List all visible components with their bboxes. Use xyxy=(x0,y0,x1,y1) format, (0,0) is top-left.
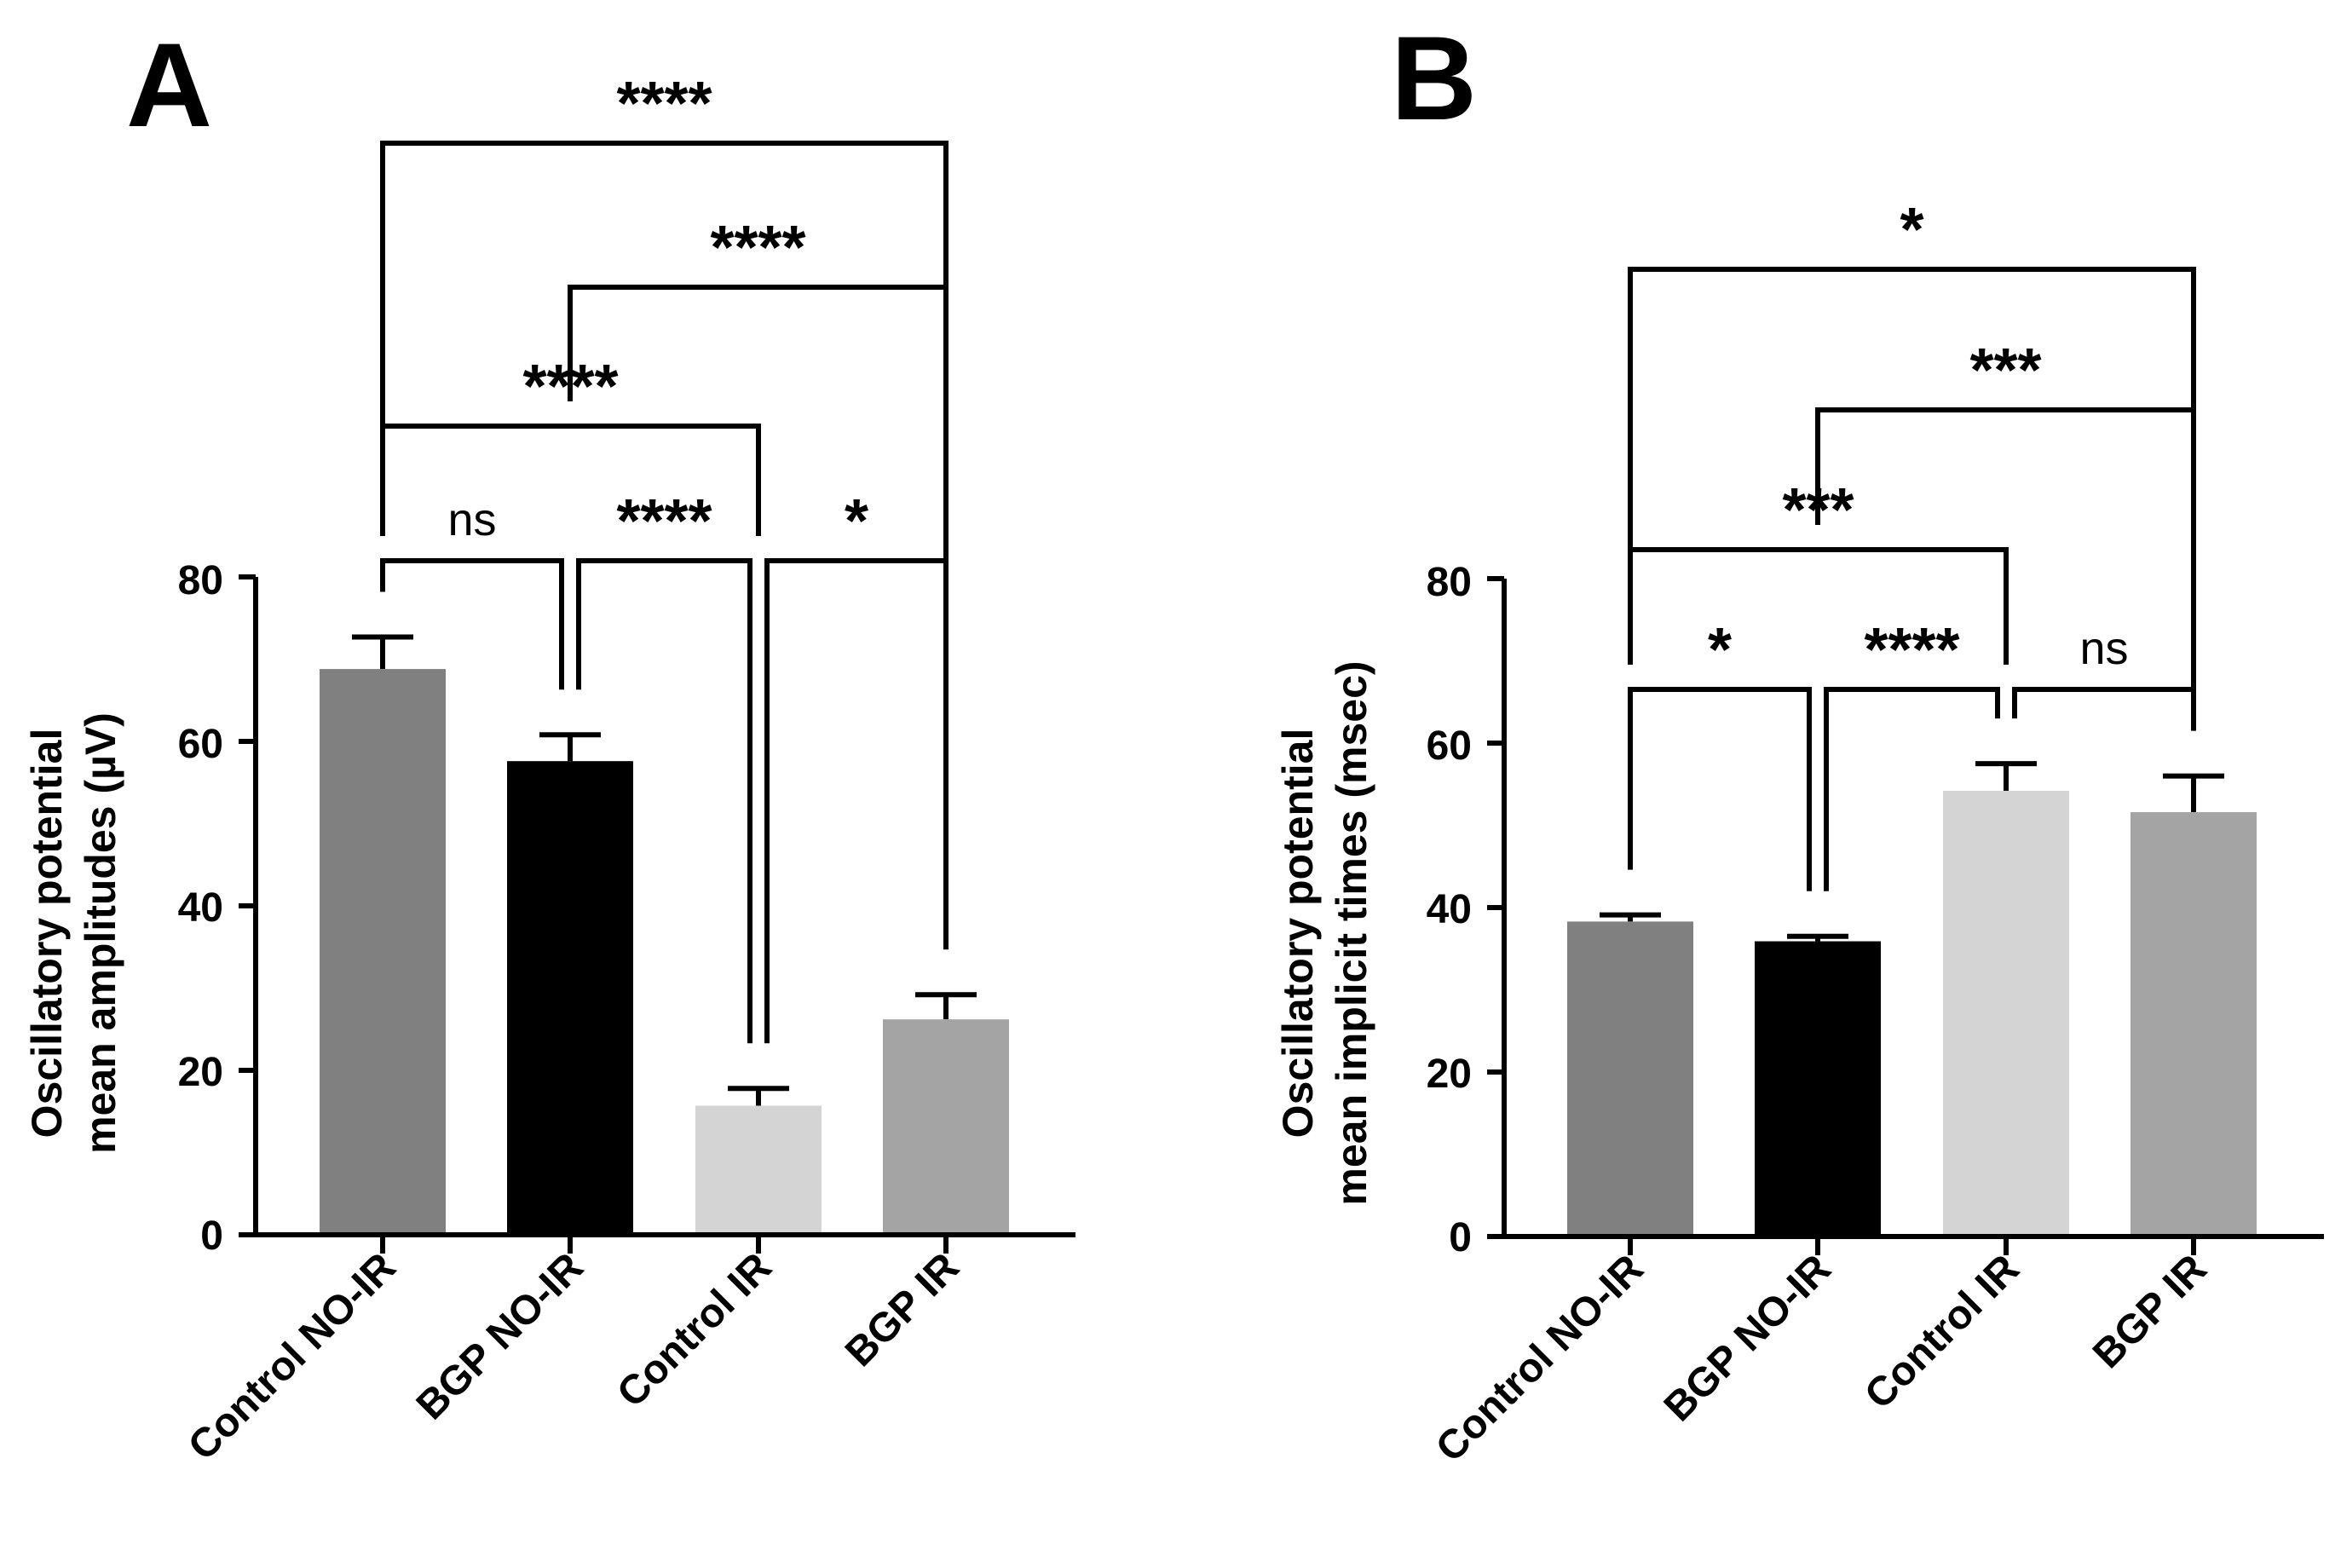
bar xyxy=(883,1019,1009,1235)
panel-a-bars xyxy=(320,669,1009,1235)
significance-label: * xyxy=(1900,196,1923,264)
significance-bracket xyxy=(380,558,564,690)
significance-label: **** xyxy=(616,70,712,138)
panel-b: B Oscillatory potential mean implicit ti… xyxy=(1274,11,2324,1471)
panel-a-ytick-label: 40 xyxy=(178,885,223,931)
significance-label: **** xyxy=(710,214,805,282)
significance-label: **** xyxy=(616,487,712,556)
panel-a-ytick-label: 80 xyxy=(178,558,223,603)
panel-b-ytick-label: 80 xyxy=(1427,560,1472,605)
significance-bracket xyxy=(1815,407,2196,719)
panel-b-significance-brackets: * **** ns******* xyxy=(1628,196,2196,891)
significance-label: ns xyxy=(447,494,496,545)
panel-b-category-labels: Control NO-IR BGP NO-IR Control IR BGP IR xyxy=(1427,1246,2216,1471)
bar xyxy=(1943,790,2069,1237)
panel-b-error-bars xyxy=(1600,761,2224,942)
panel-a-category-labels: Control NO-IR BGP NO-IR Control IR BGP IR xyxy=(180,1244,968,1469)
significance-bracket xyxy=(576,558,752,1044)
panel-b-ytick-label: 0 xyxy=(1449,1215,1472,1260)
panel-b-ylabel-line1: Oscillatory potential xyxy=(1274,729,1322,1139)
significance-label: *** xyxy=(1969,337,2041,405)
category-label: BGP IR xyxy=(2084,1246,2216,1377)
significance-label: **** xyxy=(1864,616,1959,684)
panel-a-ytick-label: 20 xyxy=(178,1050,223,1095)
category-label: Control NO-IR xyxy=(180,1244,405,1469)
category-label: BGP IR xyxy=(837,1244,968,1375)
panel-a: A Oscillatory potential mean amplitudes … xyxy=(23,18,1075,1469)
significance-label: ns xyxy=(2079,623,2128,674)
category-label: Control IR xyxy=(1856,1246,2028,1418)
panel-a-significance-brackets: ns **** ************* xyxy=(380,70,949,1044)
panel-b-axes: 0 20 40 60 80 xyxy=(1427,560,2324,1260)
panel-a-ytick-label: 60 xyxy=(178,722,223,767)
panel-b-bars xyxy=(1567,790,2257,1237)
bar xyxy=(2131,812,2257,1237)
panel-a-ytick-label: 0 xyxy=(200,1213,223,1259)
bar xyxy=(1567,921,1693,1237)
category-label: Control NO-IR xyxy=(1427,1246,1652,1471)
significance-label: * xyxy=(1708,616,1732,684)
category-label: Control IR xyxy=(608,1244,781,1416)
panel-a-axes: 0 20 40 60 80 xyxy=(178,558,1075,1259)
significance-bracket xyxy=(380,141,949,536)
significance-label: * xyxy=(845,487,868,556)
panel-a-ylabel-line2: mean amplitudes (µV) xyxy=(77,712,124,1154)
panel-b-ytick-label: 20 xyxy=(1427,1052,1472,1097)
significance-bracket xyxy=(1628,267,2196,665)
bar xyxy=(507,761,633,1235)
category-label: BGP NO-IR xyxy=(408,1244,592,1428)
category-label: BGP NO-IR xyxy=(1656,1246,1840,1430)
panel-b-ylabel-line2: mean implicit times (msec) xyxy=(1328,660,1375,1205)
bar xyxy=(695,1105,822,1235)
panel-a-ylabel-line1: Oscillatory potential xyxy=(23,729,71,1139)
panel-b-ytick-label: 40 xyxy=(1427,887,1472,932)
bar xyxy=(1755,941,1881,1237)
panel-b-letter: B xyxy=(1391,11,1477,145)
significance-bracket xyxy=(2012,687,2196,731)
significance-bracket xyxy=(1628,687,1812,891)
panel-a-letter: A xyxy=(126,18,212,152)
significance-bracket xyxy=(568,285,949,938)
panel-b-ytick-label: 60 xyxy=(1427,723,1472,769)
significance-bracket xyxy=(1824,687,2000,891)
significance-bracket xyxy=(764,558,949,1044)
bar xyxy=(320,669,446,1235)
panel-a-error-bars xyxy=(352,634,977,1106)
